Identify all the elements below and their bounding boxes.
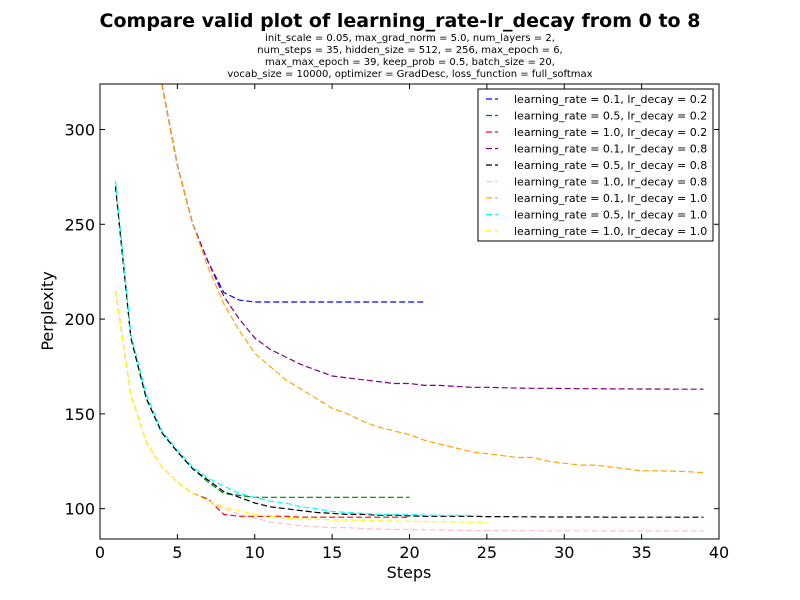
legend-box: [477, 88, 714, 242]
series-layer: [114, 84, 704, 532]
x-tick-label: 0: [95, 543, 105, 562]
legend-label-8: learning_rate = 0.5, lr_decay = 1.0: [514, 209, 707, 222]
series-line-5: [114, 186, 704, 518]
ticks-layer: 0 5 10 15 20 25 30 35 40 100 150 200 250 300: [64, 84, 729, 562]
series-line-3: [114, 290, 410, 518]
series-line-9: [114, 290, 487, 523]
chart-subtitle-line-4: vocab_size = 10000, optimizer = GradDesc…: [227, 69, 592, 80]
chart-subtitle-line-1: init_scale = 0.05, max_grad_norm = 5.0, …: [265, 33, 555, 44]
series-line-7: [161, 84, 704, 474]
legend-label-1: learning_rate = 0.1, lr_decay = 0.2: [514, 93, 707, 106]
legend-label-6: learning_rate = 1.0, lr_decay = 0.8: [514, 176, 707, 189]
legend-label-2: learning_rate = 0.5, lr_decay = 0.2: [514, 110, 707, 123]
y-tick-label: 150: [64, 405, 95, 424]
chart-title: Compare valid plot of learning_rate-lr_d…: [100, 10, 701, 32]
series-line-4: [161, 84, 704, 390]
y-tick-label: 250: [64, 215, 95, 234]
legend-label-7: learning_rate = 0.1, lr_decay = 1.0: [514, 192, 707, 205]
legend-label-3: learning_rate = 1.0, lr_decay = 0.2: [514, 126, 707, 139]
chart-subtitle-line-2: num_steps = 35, hidden_size = 512, = 256…: [257, 45, 562, 56]
legend-label-4: learning_rate = 0.1, lr_decay = 0.8: [514, 143, 707, 156]
y-tick-label: 200: [64, 310, 95, 329]
legend: learning_rate = 0.1, lr_decay = 0.2 learn…: [477, 88, 714, 242]
x-tick-label: 40: [709, 543, 729, 562]
series-line-1: [161, 84, 425, 303]
y-tick-label: 300: [64, 121, 95, 140]
x-tick-label: 20: [399, 543, 419, 562]
x-tick-label: 15: [322, 543, 342, 562]
y-tick-label: 100: [64, 500, 95, 519]
series-line-8: [114, 180, 472, 516]
x-axis-label: Steps: [387, 563, 432, 582]
y-axis-label: Perplexity: [38, 271, 57, 350]
legend-label-9: learning_rate = 1.0, lr_decay = 1.0: [514, 225, 707, 238]
x-tick-label: 5: [172, 543, 182, 562]
chart-subtitle-line-3: max_max_epoch = 39, keep_prob = 0.5, bat…: [265, 57, 555, 68]
x-tick-label: 25: [477, 543, 497, 562]
x-tick-label: 10: [245, 543, 265, 562]
x-tick-label: 35: [631, 543, 651, 562]
x-tick-label: 30: [554, 543, 574, 562]
legend-label-5: learning_rate = 0.5, lr_decay = 0.8: [514, 159, 707, 172]
